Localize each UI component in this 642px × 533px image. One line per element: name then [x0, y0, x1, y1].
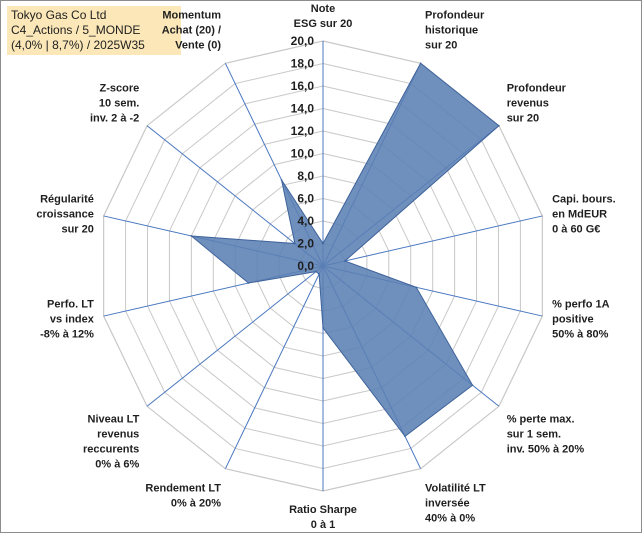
- axis-label-line: 0 à 60 G€: [552, 224, 600, 236]
- axis-label-line: positive: [552, 313, 594, 325]
- axis-label-line: Achat (20) /: [162, 24, 221, 36]
- axis-label-line: Note: [311, 3, 335, 15]
- tick-label: 16,0: [291, 79, 315, 93]
- axis-label-line: inversée: [425, 498, 470, 510]
- axis-label-3: Profondeur revenus sur 20: [507, 83, 567, 125]
- axis-label-14: Momentum Achat (20) / Vente (0): [162, 9, 222, 51]
- series-point-13: [294, 242, 296, 245]
- spoke-9: [224, 265, 324, 469]
- axis-label-line: sur 20: [507, 113, 539, 125]
- series-point-4: [344, 260, 346, 262]
- tick-label: 2,0: [297, 237, 314, 251]
- series-point-11: [247, 282, 250, 284]
- tick-label: 10,0: [291, 147, 315, 161]
- series-point-14: [280, 179, 283, 181]
- axis-label-10: Niveau LT revenus reccurents 0% à 6%: [83, 414, 140, 471]
- axis-label-line: % perfo 1A: [552, 298, 610, 310]
- series-point-8: [322, 327, 324, 329]
- axis-label-line: Niveau LT: [88, 414, 140, 426]
- tick-label: 18,0: [291, 57, 315, 71]
- axis-label-line: Rendement LT: [145, 483, 221, 495]
- axis-label-line: 0% à 20%: [171, 498, 221, 510]
- series-point-12: [190, 235, 193, 237]
- axis-label-line: en MdEUR: [552, 209, 607, 221]
- axis-label-line: inv. 50% à 20%: [507, 444, 585, 456]
- axis-label-line: 10 sem.: [99, 98, 139, 110]
- axis-label-12: Régularité croissance sur 20: [36, 194, 93, 236]
- tick-label: 0,0: [297, 259, 314, 273]
- tick-label: 12,0: [291, 124, 315, 138]
- chart-header: Tokyo Gas Co Ltd C4_Actions / 5_MONDE (4…: [7, 6, 181, 55]
- performance-summary: (4,0% | 8,7%) / 2025W35: [11, 38, 145, 52]
- tick-label: 4,0: [297, 214, 314, 228]
- series-point-10: [315, 270, 317, 273]
- axis-label-5: % perfo 1A positive 50% à 80%: [552, 298, 610, 340]
- axis-label-line: revenus: [507, 98, 549, 110]
- series-point-2: [419, 62, 422, 65]
- axis-label-9: Rendement LT 0% à 20%: [145, 483, 221, 510]
- axis-label-4: Capi. bours. en MdEUR 0 à 60 G€: [552, 194, 616, 236]
- axis-label-line: Vente (0): [175, 39, 221, 51]
- radar-tick-labels: 0,0 2,0 4,0 6,0 8,0 10,0 12,0 14,0 16,0 18,0 20,0: [291, 34, 315, 273]
- axis-label-line: Ratio Sharpe: [289, 504, 357, 516]
- axis-label-line: Volatilité LT: [425, 483, 486, 495]
- axis-label-line: 40% à 0%: [425, 513, 475, 525]
- axis-label-line: Profondeur: [507, 83, 567, 95]
- series-point-3: [498, 124, 500, 127]
- axis-label-11: Perfo. LT vs index -8% à 12%: [40, 298, 95, 340]
- series-point-6: [471, 384, 474, 387]
- axis-label-line: sur 20: [425, 39, 457, 51]
- series-point-5: [415, 286, 418, 289]
- axis-label-6: % perte max. sur 1 sem. inv. 50% à 20%: [507, 414, 585, 456]
- axis-label-line: ESG sur 20: [294, 18, 353, 30]
- axis-label-line: revenus: [97, 429, 139, 441]
- axis-label-line: inv. 2 à -2: [90, 113, 139, 125]
- axis-label-line: croissance: [36, 209, 93, 221]
- axis-label-8: Ratio Sharpe 0 à 1: [289, 504, 357, 531]
- spoke-10: [146, 265, 324, 407]
- axis-label-line: Régularité: [40, 194, 94, 206]
- axis-label-line: % perte max.: [507, 414, 575, 426]
- spoke-13: [146, 125, 324, 267]
- axis-label-line: historique: [425, 24, 478, 36]
- tick-label: 14,0: [291, 102, 315, 116]
- axis-label-line: reccurents: [83, 444, 139, 456]
- axis-label-line: Z-score: [100, 83, 140, 95]
- company-name: Tokyo Gas Co Ltd: [11, 8, 107, 22]
- tick-label: 6,0: [297, 192, 314, 206]
- tick-label: 20,0: [291, 34, 315, 48]
- axis-label-13: Z-score 10 sem. inv. 2 à -2: [90, 83, 139, 125]
- series-point-7: [404, 435, 406, 438]
- axis-label-line: 0% à 6%: [95, 459, 139, 471]
- axis-label-line: Momentum: [162, 9, 221, 21]
- axis-label-line: Capi. bours.: [552, 194, 616, 206]
- axis-label-line: sur 1 sem.: [507, 429, 561, 441]
- axis-label-2: Profondeur historique sur 20: [425, 9, 485, 51]
- axis-label-line: 0 à 1: [311, 519, 335, 531]
- axis-label-line: 50% à 80%: [552, 328, 608, 340]
- axis-label-1: Note ESG sur 20: [294, 3, 353, 30]
- axis-label-line: Perfo. LT: [47, 298, 94, 310]
- category: C4_Actions / 5_MONDE: [11, 23, 141, 37]
- radar-series: [189, 62, 500, 438]
- series-area: [189, 62, 500, 437]
- axis-label-line: Profondeur: [425, 9, 485, 21]
- radar-axis-labels: Note ESG sur 20 Profondeur historique sur 20…: [36, 3, 615, 531]
- series-point-1: [322, 242, 324, 245]
- axis-label-line: -8% à 12%: [40, 328, 94, 340]
- axis-label-line: vs index: [50, 313, 95, 325]
- axis-label-line: sur 20: [61, 224, 93, 236]
- spoke-4: [322, 215, 543, 267]
- tick-label: 8,0: [297, 169, 314, 183]
- axis-label-7: Volatilité LT inversée 40% à 0%: [425, 483, 486, 525]
- series-point-9: [318, 273, 320, 275]
